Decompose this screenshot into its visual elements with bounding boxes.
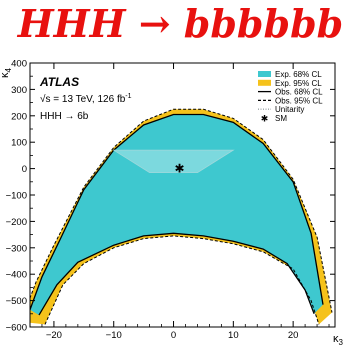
legend-item: Exp. 95% CL [258, 79, 322, 88]
slide-title: HHH → bbbbbb [17, 1, 344, 46]
legend-label: SM [275, 114, 287, 123]
x-axis: −20 −10 0 10 20 [41, 63, 330, 341]
legend-label: Unitarity [275, 105, 304, 114]
legend-label: Exp. 68% CL [275, 70, 322, 79]
y-tick-label: −400 [6, 270, 27, 281]
x-tick-label: 10 [228, 330, 239, 341]
obs-95-outer-line [30, 108, 333, 313]
legend-item: Obs. 68% CL [258, 88, 323, 97]
y-tick-label: −500 [6, 296, 27, 307]
y-tick-label: 400 [11, 59, 27, 70]
legend-item: Unitarity [258, 105, 304, 114]
channel-label: HHH → 6b [40, 111, 89, 122]
y-tick-label: −200 [6, 217, 27, 228]
y-tick-label: −300 [6, 243, 27, 254]
y-tick-label: 0 [22, 164, 27, 175]
x-tick-label: 20 [288, 330, 299, 341]
y-tick-label: −100 [6, 191, 27, 202]
legend-item: Exp. 68% CL [258, 70, 322, 79]
obs-68-inner-line [38, 232, 315, 316]
obs-68-outer-line [30, 113, 324, 311]
y-tick-label: 100 [11, 138, 27, 149]
x-axis-title: κ3 [333, 333, 344, 347]
legend-label: Obs. 95% CL [275, 96, 323, 105]
legend-item: ✱ SM [261, 114, 288, 124]
band-exp-68 [30, 114, 323, 316]
energy-label: √s = 13 TeV, 126 fb-1 [40, 93, 132, 105]
sm-point: ✱ [174, 161, 184, 175]
legend-swatch: ✱ [261, 114, 269, 124]
obs-95-inner-line [44, 235, 320, 325]
legend-item: Obs. 95% CL [258, 96, 323, 105]
y-tick-label: 200 [11, 111, 27, 122]
unitarity-region [112, 149, 235, 173]
legend-swatch [258, 71, 271, 77]
legend-swatch [258, 79, 271, 86]
x-tick-label: −20 [46, 330, 62, 341]
contour-bands: ✱ [30, 108, 333, 325]
legend-label: Exp. 95% CL [275, 79, 322, 88]
experiment-label: ATLAS [39, 75, 79, 89]
y-axis-title: κ4 [0, 67, 13, 78]
y-tick-label: −600 [6, 323, 27, 334]
x-tick-label: 0 [171, 330, 176, 341]
y-axis: 400 300 200 100 0 −100 −200 −300 −400 −500 −600 [6, 59, 335, 334]
x-tick-label: −10 [106, 330, 122, 341]
y-tick-label: 300 [11, 85, 27, 96]
legend-label: Obs. 68% CL [275, 88, 323, 97]
